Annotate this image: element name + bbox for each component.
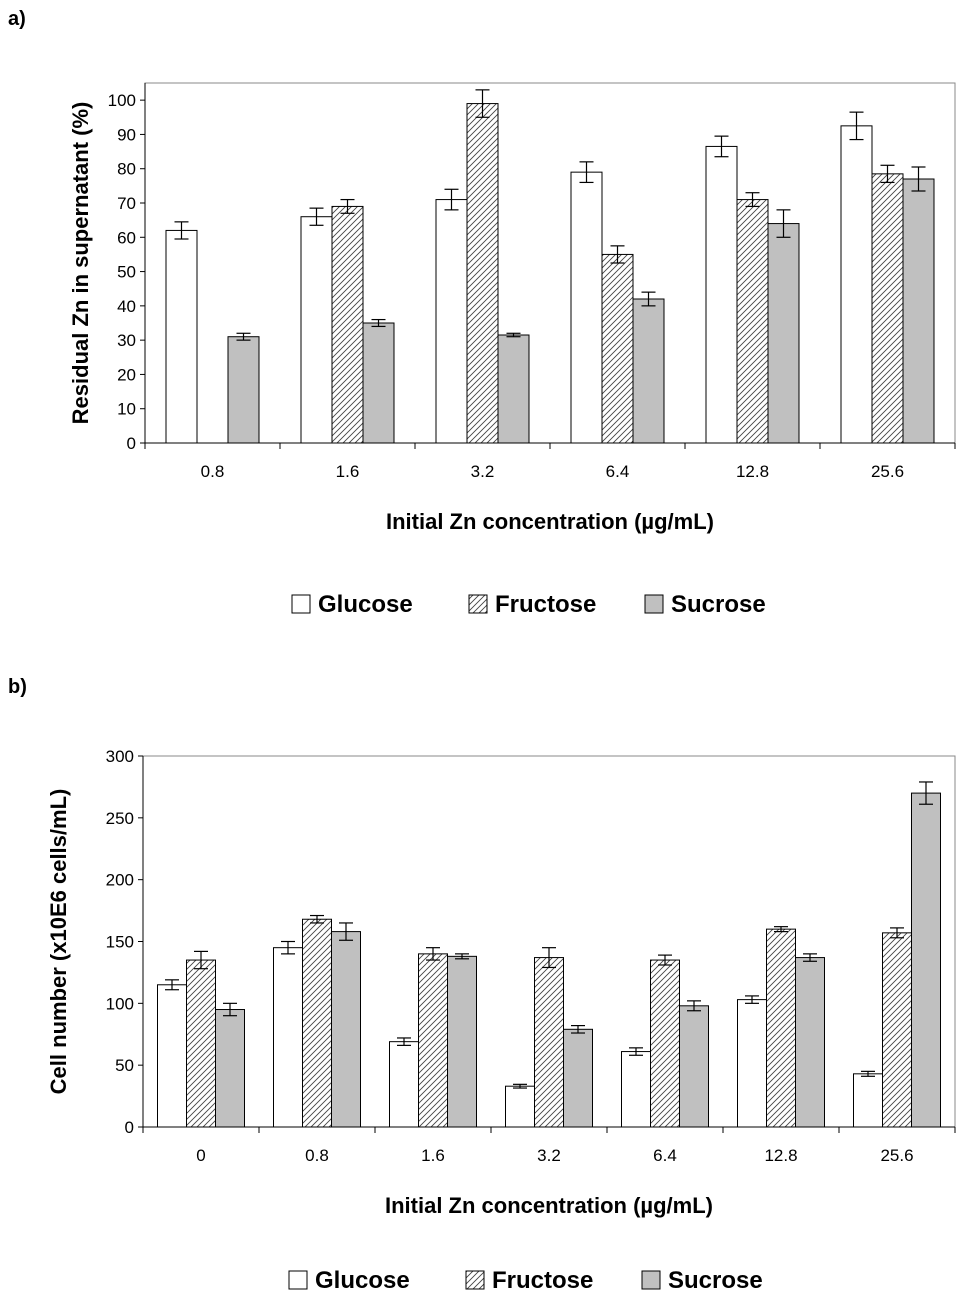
- legend-label-glucose: Glucose: [315, 1267, 410, 1294]
- legend-swatch-sucrose: [641, 1270, 661, 1290]
- bar-glucose: [165, 229, 198, 444]
- bar-fructose: [466, 103, 499, 444]
- y-axis-title: Cell number (x10E6 cells/mL): [46, 789, 71, 1095]
- x-tick-label: 3.2: [471, 462, 495, 481]
- x-tick-label: 25.6: [871, 462, 904, 481]
- bar-fructose: [418, 953, 448, 1128]
- bar-fructose: [302, 918, 332, 1128]
- legend-label-sucrose: Sucrose: [668, 1267, 763, 1294]
- bar-glucose: [300, 216, 333, 444]
- x-tick-label: 0.8: [305, 1146, 329, 1165]
- chart-b: 0 50 100 150 200 250 300 0 0.8 1.6 3.2 6.4 12.8 25.6 C…: [46, 747, 956, 1294]
- bar-glucose: [570, 171, 603, 444]
- panel-a-label: a): [8, 8, 26, 30]
- y-tick-label: 300: [106, 747, 134, 766]
- y-tick-label: 250: [106, 809, 134, 828]
- legend-swatch-fructose: [465, 1270, 485, 1290]
- y-tick-label: 90: [117, 125, 136, 144]
- x-tick-label: 12.8: [736, 462, 769, 481]
- bar-fructose: [882, 932, 912, 1128]
- bar-glucose: [737, 999, 767, 1128]
- y-tick-label: 70: [117, 194, 136, 213]
- bar-sucrose: [331, 931, 361, 1128]
- y-tick-label: 200: [106, 871, 134, 890]
- legend-label-fructose: Fructose: [492, 1267, 593, 1294]
- x-tick-label: 25.6: [880, 1146, 913, 1165]
- y-tick-label: 100: [108, 91, 136, 110]
- bar-fructose: [766, 928, 796, 1128]
- bar-glucose: [840, 125, 873, 444]
- y-tick-label: 40: [117, 297, 136, 316]
- bar-fructose: [534, 957, 564, 1128]
- bar-glucose: [435, 199, 468, 444]
- y-tick-label: 30: [117, 331, 136, 350]
- y-tick-label: 150: [106, 933, 134, 952]
- x-tick-label: 0: [196, 1146, 205, 1165]
- y-tick-label: 100: [106, 994, 134, 1013]
- bar-sucrose: [767, 223, 800, 444]
- x-tick-label: 3.2: [537, 1146, 561, 1165]
- y-axis-title: Residual Zn in supernatant (%): [68, 102, 93, 425]
- legend-swatch-glucose: [288, 1270, 308, 1290]
- y-tick-label: 80: [117, 160, 136, 179]
- x-axis-title: Initial Zn concentration (µg/mL): [385, 1193, 713, 1218]
- bar-sucrose: [497, 334, 530, 444]
- legend-label-fructose: Fructose: [495, 591, 596, 618]
- bar-fructose: [331, 205, 364, 444]
- x-tick-label: 1.6: [336, 462, 360, 481]
- chart-a: 0 10 20 30 40 50 60 70 80 90 100 0.8 1.6 3.2 6.4 12.8 25…: [68, 82, 956, 618]
- bar-glucose: [621, 1051, 651, 1128]
- bar-glucose: [853, 1073, 883, 1128]
- bar-sucrose: [679, 1005, 709, 1128]
- bar-sucrose: [795, 957, 825, 1128]
- plot-frame: [144, 82, 956, 444]
- bar-sucrose: [447, 955, 477, 1128]
- bar-glucose: [705, 145, 738, 444]
- legend-swatch-sucrose: [644, 594, 664, 614]
- x-tick-label: 12.8: [764, 1146, 797, 1165]
- bar-sucrose: [227, 336, 260, 444]
- x-tick-label: 1.6: [421, 1146, 445, 1165]
- y-tick-label: 0: [125, 1118, 134, 1137]
- x-tick-label: 0.8: [201, 462, 225, 481]
- legend-label-glucose: Glucose: [318, 591, 413, 618]
- bar-fructose: [736, 199, 769, 444]
- bar-glucose: [389, 1041, 419, 1128]
- bar-glucose: [505, 1085, 535, 1128]
- bar-sucrose: [362, 322, 395, 444]
- bar-glucose: [273, 947, 303, 1128]
- bar-sucrose: [911, 792, 941, 1128]
- bar-fructose: [186, 959, 216, 1128]
- bar-fructose: [601, 253, 634, 444]
- y-tick-label: 60: [117, 228, 136, 247]
- bar-glucose: [157, 984, 187, 1128]
- y-tick-label: 50: [115, 1056, 134, 1075]
- y-tick-label: 10: [117, 400, 136, 419]
- panel-b-label: b): [8, 676, 27, 698]
- legend-swatch-fructose: [468, 594, 488, 614]
- y-tick-label: 0: [127, 434, 136, 453]
- x-axis-title: Initial Zn concentration (µg/mL): [386, 509, 714, 534]
- legend-label-sucrose: Sucrose: [671, 591, 766, 618]
- x-tick-label: 6.4: [606, 462, 630, 481]
- y-tick-label: 20: [117, 365, 136, 384]
- bar-sucrose: [215, 1009, 245, 1128]
- legend-swatch-glucose: [291, 594, 311, 614]
- bar-fructose: [650, 959, 680, 1128]
- bar-sucrose: [632, 298, 665, 444]
- y-tick-label: 50: [117, 263, 136, 282]
- x-tick-label: 6.4: [653, 1146, 677, 1165]
- bar-sucrose: [902, 178, 935, 444]
- bar-fructose: [871, 173, 904, 444]
- bar-sucrose: [563, 1028, 593, 1128]
